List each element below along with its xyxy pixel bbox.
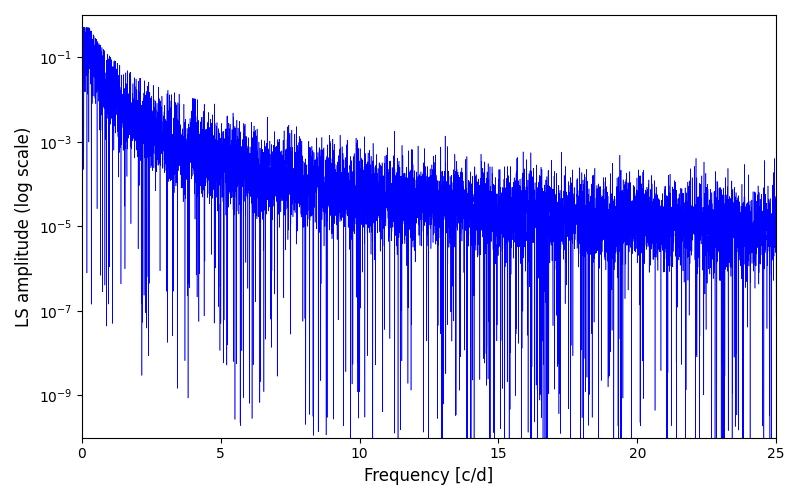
X-axis label: Frequency [c/d]: Frequency [c/d] [364,467,494,485]
Y-axis label: LS amplitude (log scale): LS amplitude (log scale) [15,126,33,326]
